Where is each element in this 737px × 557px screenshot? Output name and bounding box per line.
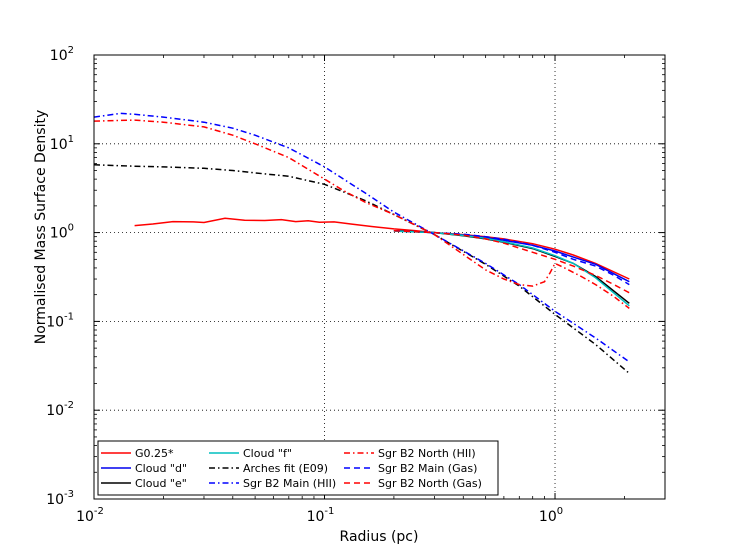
legend-box: [97, 440, 499, 496]
legend: G0.25* Cloud "d" Cloud "e" Cloud "f" Arches …: [97, 440, 499, 496]
series-line-sgr-b2-north-gas: [393, 229, 630, 294]
x-tick-exponent: -2: [94, 506, 104, 517]
y-tick-exponent: -2: [64, 400, 74, 411]
legend-label-g0-25: G0.25*: [135, 447, 174, 460]
x-tick-exponent: 0: [557, 506, 563, 517]
x-axis-label: Radius (pc): [340, 529, 419, 545]
x-tick-exponent: -1: [324, 506, 334, 517]
y-tick-exponent: 2: [68, 45, 74, 56]
y-tick-exponent: -1: [64, 311, 74, 322]
legend-label-sgr-b2-main-hii: Sgr B2 Main (HII): [243, 477, 336, 490]
legend-label-sgr-b2-north-hii: Sgr B2 North (HII): [378, 447, 476, 460]
legend-label-arches-fit-e09: Arches fit (E09): [243, 462, 328, 475]
legend-label-cloud-e: Cloud "e": [135, 477, 187, 490]
legend-label-cloud-f: Cloud "f": [243, 447, 292, 460]
plot-area-frame: [93, 54, 666, 500]
series-line-sgr-b2-north-hii: [93, 119, 630, 309]
series-layer: [93, 112, 630, 374]
y-tick-exponent: 0: [68, 223, 74, 234]
legend-label-cloud-d: Cloud "d": [135, 462, 187, 475]
legend-label-sgr-b2-north-gas: Sgr B2 North (Gas): [378, 477, 482, 490]
series-line-sgr-b2-main-hii: [93, 112, 630, 363]
series-line-g0-25: [134, 217, 630, 280]
y-tick-exponent: -3: [64, 489, 74, 500]
legend-label-sgr-b2-main-gas: Sgr B2 Main (Gas): [378, 462, 477, 475]
series-line-arches-fit-e09: [93, 164, 630, 374]
y-tick-exponent: 1: [68, 134, 74, 145]
series-line-sgr-b2-main-gas: [393, 229, 630, 286]
y-axis-label: Normalised Mass Surface Density: [33, 110, 49, 345]
